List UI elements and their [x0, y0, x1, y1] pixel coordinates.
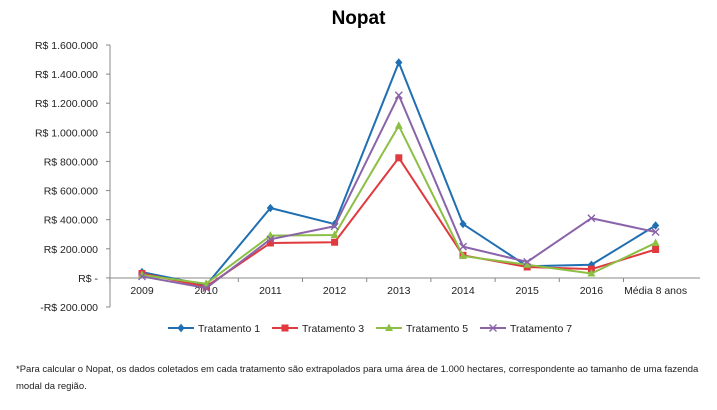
data-point: [266, 239, 274, 247]
legend-marker: [177, 323, 185, 333]
y-tick-label: R$ 1.400.000: [35, 69, 98, 81]
x-tick-label: 2012: [323, 285, 347, 297]
x-axis: 2009 2010 2011 2012 2013 2014 2015 2016 Média 8 …: [109, 277, 700, 297]
x-tick-label: 2016: [580, 285, 604, 297]
y-tick-label: R$ -: [78, 273, 98, 285]
y-tick-label: R$ 400.000: [44, 215, 98, 227]
y-tick-label: R$ 1.000.000: [35, 127, 98, 139]
footnote: *Para calcular o Nopat, os dados coletad…: [16, 364, 699, 392]
data-point: [587, 214, 596, 223]
x-tick-label: Média 8 anos: [624, 285, 687, 297]
legend-marker: [385, 323, 393, 331]
y-tick-label: R$ 600.000: [44, 186, 98, 198]
data-point: [330, 230, 339, 238]
series-tratamento-5: [138, 121, 660, 287]
legend-label: Tratamento 3: [302, 323, 364, 335]
data-point: [394, 91, 403, 100]
data-point: [587, 269, 596, 277]
data-point: [330, 222, 339, 231]
legend-label: Tratamento 5: [406, 323, 468, 335]
series-tratamento-1: [138, 58, 660, 290]
legend-item-tratamento-1: Tratamento 1: [168, 323, 260, 335]
x-tick-label: 2009: [130, 285, 154, 297]
legend-label: Tratamento 7: [510, 323, 572, 335]
data-point: [202, 284, 211, 293]
x-tick-label: 2015: [516, 285, 540, 297]
legend-item-tratamento-5: Tratamento 5: [376, 323, 468, 335]
data-point: [459, 219, 467, 229]
legend-item-tratamento-3: Tratamento 3: [272, 323, 364, 335]
data-point: [202, 279, 211, 287]
x-tick-label: 2013: [387, 285, 411, 297]
series-line-tratamento-5: [141, 124, 657, 285]
series-lines: [138, 58, 660, 293]
legend: Tratamento 1 Tratamento 3 Tratamento 5 Trat…: [168, 323, 572, 335]
data-point: [395, 58, 403, 67]
y-tick-label: R$ 1.200.000: [35, 98, 98, 110]
data-point: [523, 257, 532, 266]
data-point: [395, 154, 403, 162]
legend-label: Tratamento 1: [198, 323, 260, 335]
legend-marker: [489, 324, 497, 332]
data-point: [651, 228, 660, 237]
y-tick-label: R$ 1.600.000: [35, 40, 98, 52]
series-line-tratamento-3: [141, 156, 656, 288]
data-point: [652, 221, 660, 230]
chart-title: Nopat: [331, 8, 386, 29]
data-point: [459, 251, 467, 260]
data-point: [523, 260, 532, 268]
line-chart: -R$ 200.000 R$ - R$ 200.000 R$ 400.000 R$ 60…: [35, 40, 700, 335]
series-tratamento-7: [138, 91, 660, 293]
x-tick-label: 2011: [259, 285, 282, 297]
data-point: [651, 238, 660, 246]
data-point: [266, 235, 275, 244]
data-point: [394, 121, 403, 129]
data-point: [138, 272, 146, 281]
legend-marker: [281, 324, 289, 332]
data-point: [652, 246, 660, 254]
data-point: [459, 242, 467, 251]
y-tick-label: -R$ 200.000: [40, 302, 98, 314]
y-tick-label: R$ 200.000: [44, 244, 98, 256]
x-tick-label: 2014: [451, 285, 475, 297]
series-tratamento-3: [138, 154, 660, 291]
data-point: [331, 238, 339, 246]
y-tick-label: R$ 800.000: [44, 156, 98, 168]
y-axis: -R$ 200.000 R$ - R$ 200.000 R$ 400.000 R$ 60…: [35, 40, 111, 314]
data-point: [266, 203, 274, 213]
legend-item-tratamento-7: Tratamento 7: [480, 323, 572, 335]
